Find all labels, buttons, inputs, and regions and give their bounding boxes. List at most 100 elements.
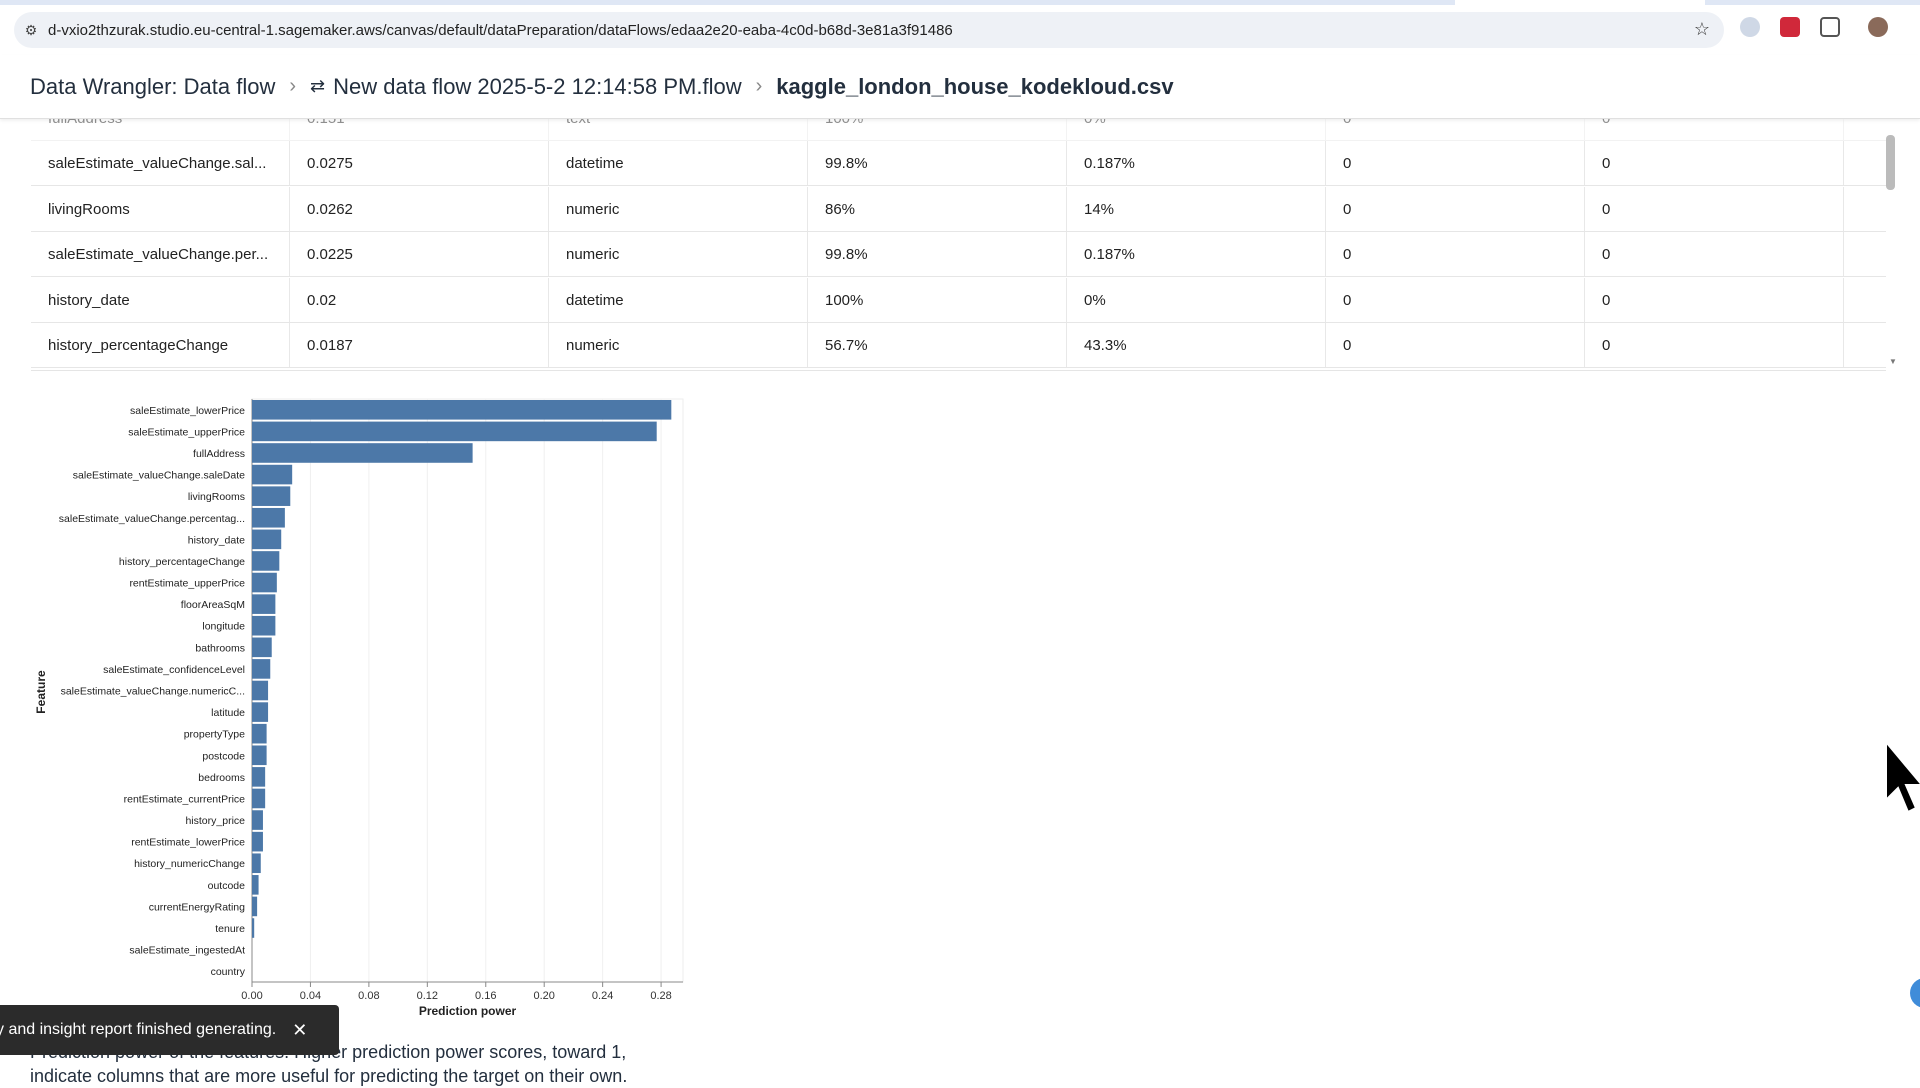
extension-icon[interactable] xyxy=(1740,17,1760,37)
y-tick-label: history_date xyxy=(188,534,245,546)
site-settings-icon[interactable]: ⚙ xyxy=(24,21,38,38)
y-axis-title: Feature xyxy=(34,670,48,714)
x-tick-label: 0.04 xyxy=(300,990,321,1002)
y-tick-label: history_numericChange xyxy=(134,858,245,870)
breadcrumb-dataset: kaggle_london_house_kodekloud.csv xyxy=(776,73,1174,99)
y-tick-label: floorAreaSqM xyxy=(181,599,245,611)
table-cell: datetime xyxy=(549,141,808,185)
bar[interactable] xyxy=(252,853,261,874)
y-tick-label: rentEstimate_upperPrice xyxy=(129,578,245,590)
y-tick-label: saleEstimate_valueChange.saleDate xyxy=(73,470,245,482)
table-cell: numeric xyxy=(549,186,808,231)
bar[interactable] xyxy=(252,594,276,614)
table-cell: text xyxy=(549,119,808,140)
row-spacer xyxy=(1844,278,1886,322)
browser-tab[interactable] xyxy=(1455,0,1705,5)
y-tick-label: propertyType xyxy=(184,729,245,741)
bar[interactable] xyxy=(252,810,263,830)
profile-avatar[interactable] xyxy=(1868,17,1888,37)
y-tick-label: tenure xyxy=(215,923,245,935)
bar[interactable] xyxy=(252,831,263,852)
bar[interactable] xyxy=(252,896,258,917)
bar[interactable] xyxy=(252,400,672,420)
y-tick-label: livingRooms xyxy=(188,491,245,503)
flow-icon: ⇄ xyxy=(310,76,326,96)
table-cell: 0.187% xyxy=(1067,232,1326,276)
bar[interactable] xyxy=(252,421,657,442)
mouse-cursor-icon xyxy=(1885,740,1920,814)
plot-area xyxy=(251,398,684,983)
extension-red-icon[interactable] xyxy=(1780,17,1800,37)
bar[interactable] xyxy=(252,464,293,485)
y-tick-label: currentEnergyRating xyxy=(149,901,245,913)
table-cell: saleEstimate_valueChange.per... xyxy=(31,232,290,276)
table-cell: 0 xyxy=(1585,119,1844,140)
y-tick-label: rentEstimate_currentPrice xyxy=(124,793,246,805)
table-cell: history_percentageChange xyxy=(31,323,290,367)
bar[interactable] xyxy=(252,918,255,938)
table-cell: 0 xyxy=(1326,232,1585,276)
bar[interactable] xyxy=(252,767,266,787)
bar[interactable] xyxy=(252,572,277,593)
table-cell: 43.3% xyxy=(1067,323,1326,367)
bar[interactable] xyxy=(252,551,280,571)
bar[interactable] xyxy=(252,443,473,463)
bar[interactable] xyxy=(252,486,291,506)
breadcrumb-flow-file[interactable]: New data flow 2025-5-2 12:14:58 PM.flow xyxy=(333,73,742,99)
table-row: saleEstimate_valueChange.per... 0.0225 num… xyxy=(31,232,1886,277)
table-row: fullAddress0.151text100%0%00 xyxy=(31,119,1886,141)
address-bar[interactable]: ⚙ d-vxio2thzurak.studio.eu-central-1.sag… xyxy=(14,12,1724,48)
feature-summary-table: fullAddress0.151text100%0%00saleEstimate… xyxy=(31,119,1886,371)
bar[interactable] xyxy=(252,637,272,658)
bar[interactable] xyxy=(252,723,267,744)
bookmark-star-icon[interactable]: ☆ xyxy=(1693,19,1710,39)
table-cell: 100% xyxy=(808,119,1067,140)
y-tick-label: longitude xyxy=(202,621,245,633)
url-text[interactable]: d-vxio2thzurak.studio.eu-central-1.sagem… xyxy=(48,21,953,39)
y-tick-label: history_percentageChange xyxy=(119,556,245,568)
table-cell: 0 xyxy=(1326,323,1585,367)
table-row: history_percentageChange 0.0187 numeric 56.… xyxy=(31,323,1886,368)
x-tick-label: 0.08 xyxy=(358,990,379,1002)
bar[interactable] xyxy=(252,615,276,636)
table-cell: 56.7% xyxy=(808,323,1067,367)
table-cell: 0.0262 xyxy=(290,186,549,231)
table-cell: 0 xyxy=(1326,141,1585,185)
x-tick-label: 0.24 xyxy=(592,990,613,1002)
table-cell: 0 xyxy=(1585,186,1844,231)
browser-toolbar: ⚙ d-vxio2thzurak.studio.eu-central-1.sag… xyxy=(0,5,1920,55)
table-cell: 99.8% xyxy=(808,232,1067,276)
bar[interactable] xyxy=(252,659,271,679)
table-cell: numeric xyxy=(549,323,808,367)
table-cell: 0.0187 xyxy=(290,323,549,367)
table-cell: 14% xyxy=(1067,186,1326,231)
y-tick-label: bathrooms xyxy=(195,642,245,654)
scroll-down-icon[interactable]: ▼ xyxy=(1889,357,1897,366)
bar[interactable] xyxy=(252,788,266,809)
help-button[interactable] xyxy=(1910,978,1920,1008)
table-cell: 0 xyxy=(1585,141,1844,185)
table-scrollbar[interactable] xyxy=(1886,135,1895,190)
table-cell: 0.151 xyxy=(290,119,549,140)
table-cell: 0.0275 xyxy=(290,141,549,185)
table-cell: 0 xyxy=(1585,323,1844,367)
y-tick-label: history_price xyxy=(185,815,245,827)
breadcrumb-data-flow[interactable]: Data Wrangler: Data flow xyxy=(30,73,276,99)
chevron-right-icon: › xyxy=(289,75,297,97)
bar[interactable] xyxy=(252,875,259,895)
table-cell: 0 xyxy=(1326,186,1585,231)
bar[interactable] xyxy=(252,529,282,550)
x-tick-label: 0.16 xyxy=(475,990,496,1002)
table-cell: 0 xyxy=(1585,277,1844,322)
bar[interactable] xyxy=(252,507,285,528)
close-icon[interactable]: ✕ xyxy=(292,1019,308,1040)
x-tick-label: 0.12 xyxy=(417,990,438,1002)
bar[interactable] xyxy=(252,680,269,701)
row-spacer xyxy=(1844,119,1886,140)
extensions-puzzle-icon[interactable] xyxy=(1820,17,1840,37)
x-tick-label: 0.00 xyxy=(241,990,262,1002)
y-tick-label: country xyxy=(211,966,246,978)
bar[interactable] xyxy=(252,745,267,766)
y-tick-label: postcode xyxy=(202,750,245,762)
bar[interactable] xyxy=(252,702,269,722)
